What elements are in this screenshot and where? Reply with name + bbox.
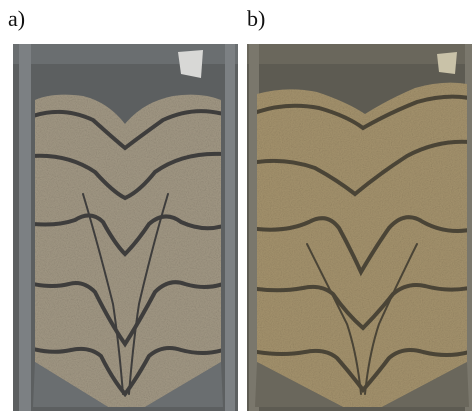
panel-label-b: b) bbox=[247, 6, 266, 31]
top-frame bbox=[247, 44, 472, 64]
hopper-wall-right bbox=[145, 362, 223, 407]
marker-stripes-a bbox=[35, 109, 221, 398]
top-frame bbox=[13, 44, 238, 64]
right-rail bbox=[465, 44, 472, 411]
hopper-wall-right bbox=[382, 362, 469, 407]
corner-tape bbox=[178, 50, 203, 78]
silo-photo-b bbox=[247, 44, 472, 411]
photo-panel-b bbox=[247, 44, 472, 411]
left-rail bbox=[19, 44, 31, 411]
marker-stripes-b bbox=[257, 94, 467, 395]
panel-label-a: a) bbox=[8, 6, 26, 31]
granular-fill-b bbox=[257, 82, 467, 408]
corner-tape bbox=[437, 52, 457, 74]
right-rail bbox=[225, 44, 235, 411]
photo-panel-a bbox=[13, 44, 238, 411]
silo-photo-a bbox=[13, 44, 238, 411]
granular-fill-a bbox=[35, 94, 221, 408]
hopper-wall-left bbox=[255, 362, 343, 407]
hopper-wall-left bbox=[33, 362, 108, 407]
left-rail bbox=[249, 44, 259, 411]
